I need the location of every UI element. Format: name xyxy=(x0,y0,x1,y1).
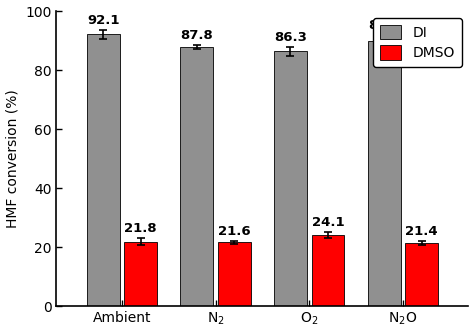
Bar xyxy=(311,235,344,306)
Bar xyxy=(274,52,307,306)
Text: 89.9: 89.9 xyxy=(368,19,401,32)
Bar xyxy=(368,41,401,306)
Bar xyxy=(218,242,251,306)
Text: 86.3: 86.3 xyxy=(274,31,307,44)
Bar xyxy=(181,47,213,306)
Bar xyxy=(87,34,119,306)
Text: 87.8: 87.8 xyxy=(181,29,213,42)
Legend: DI, DMSO: DI, DMSO xyxy=(374,18,462,67)
Text: 24.1: 24.1 xyxy=(311,216,344,229)
Text: 21.6: 21.6 xyxy=(218,225,251,238)
Text: 21.8: 21.8 xyxy=(124,222,157,235)
Y-axis label: HMF conversion (%): HMF conversion (%) xyxy=(6,89,19,228)
Bar xyxy=(124,242,157,306)
Bar xyxy=(405,243,438,306)
Text: 92.1: 92.1 xyxy=(87,14,119,27)
Text: 21.4: 21.4 xyxy=(405,225,438,238)
